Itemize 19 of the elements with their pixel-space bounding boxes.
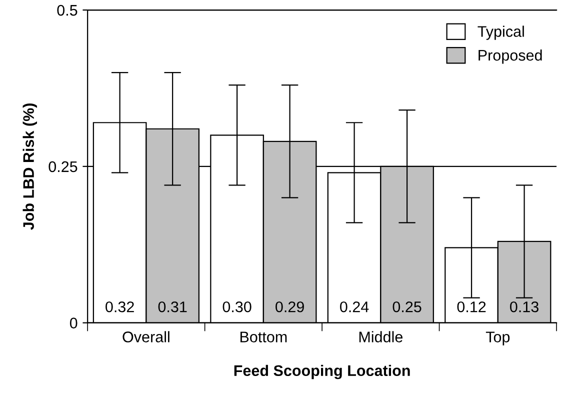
- data-label: 0.31: [158, 301, 187, 312]
- data-label: 0.24: [340, 301, 369, 312]
- x-tick-label: Overall: [122, 331, 170, 342]
- legend-label: Typical: [478, 26, 524, 40]
- y-tick-label: 0.5: [57, 4, 78, 16]
- data-label: 0.13: [510, 301, 538, 312]
- x-tick-label: Top: [486, 332, 510, 346]
- x-axis-title: Feed Scooping Location: [234, 364, 410, 380]
- x-tick-label: Bottom: [240, 332, 287, 342]
- x-tick-label: Middle: [359, 331, 402, 342]
- data-label: 0.25: [392, 301, 422, 312]
- data-label: 0.12: [457, 301, 486, 312]
- data-label: 0.30: [222, 301, 252, 312]
- y-tick-label: 0.25: [48, 161, 78, 172]
- y-axis-title: Job LBD Risk (%): [22, 104, 38, 230]
- legend-label: Proposed: [478, 49, 542, 64]
- y-tick-label: 0: [70, 318, 78, 328]
- data-label: 0.29: [276, 301, 304, 312]
- data-label: 0.32: [106, 301, 134, 312]
